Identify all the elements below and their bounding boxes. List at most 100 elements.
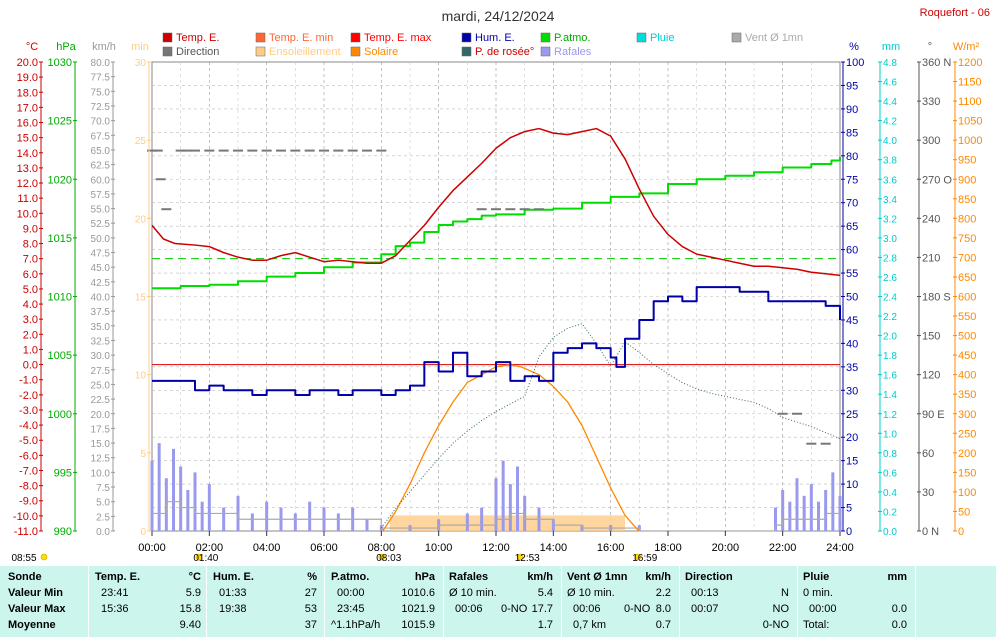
tick-label-hum: 0 — [846, 526, 852, 538]
tick-label-wind: 15.0 — [91, 439, 111, 450]
tick-label-rain: 1.8 — [883, 351, 897, 362]
tick-label-temp: 19.0 — [17, 72, 38, 84]
tick-label-hum: 70 — [846, 198, 858, 210]
tick-label-temp: -3.0 — [19, 405, 38, 417]
tick-label-solar: 150 — [958, 467, 976, 479]
tick-label-rain: 4.6 — [883, 78, 897, 89]
tick-label-hum: 40 — [846, 338, 858, 350]
stats-press: P.atmo. hPa 00:00 1010.6 23:45 1021.9 ^1.1… — [331, 566, 435, 637]
tick-label-hum: 80 — [846, 151, 858, 163]
tick-label-temp: 12.0 — [17, 178, 38, 190]
tick-label-press: 1005 — [48, 350, 72, 362]
header-temp-unit: °C — [188, 571, 201, 583]
tick-label-solar: 0 — [958, 526, 964, 538]
sun-mark-label: 12:53 — [515, 553, 540, 564]
tick-label-rain: 3.6 — [883, 175, 897, 186]
tick-label-hum: 45 — [846, 315, 858, 327]
tick-label-minutes: 0 — [140, 527, 146, 538]
time-tick-label: 16:00 — [597, 542, 625, 554]
legend-swatch — [350, 32, 361, 43]
tick-label-dir: 300 — [922, 135, 940, 147]
time-tick-label: 14:00 — [540, 542, 568, 554]
wind-max-dir: 0-NO — [624, 603, 651, 615]
time-tick-label: 10:00 — [425, 542, 453, 554]
tick-label-temp: 8.0 — [23, 239, 38, 251]
sun-mark-label: 16:59 — [632, 553, 657, 564]
temp-max-time: 15:36 — [101, 603, 129, 615]
tick-label-wind: 65.0 — [91, 146, 111, 157]
gust-max-time: 00:06 — [455, 603, 483, 615]
wind-max-time: 00:06 — [573, 603, 601, 615]
tick-label-temp: -10.0 — [13, 511, 38, 523]
stats-rain: Pluie mm 0 min. 00:00 0.0 Total: 0.0 — [803, 566, 907, 637]
tick-label-dir: 180 S — [922, 292, 951, 304]
tick-label-minutes: 20 — [135, 214, 147, 225]
wind-min-value: 2.2 — [655, 587, 671, 599]
tick-label-rain: 3.4 — [883, 195, 897, 206]
legend-swatch — [731, 32, 742, 43]
series-temp-line — [151, 127, 841, 277]
tick-label-temp: -1.0 — [19, 375, 38, 387]
tick-label-press: 1025 — [48, 116, 72, 128]
tick-label-hum: 65 — [846, 221, 858, 233]
time-tick-label: 12:00 — [482, 542, 510, 554]
axis-unit-wind: km/h — [92, 41, 116, 53]
gust-avg-value: 1.7 — [537, 619, 553, 631]
legend-label: Vent Ø 1mn — [745, 32, 803, 44]
tick-label-temp: -11.0 — [14, 526, 38, 538]
tick-label-wind: 2.5 — [96, 512, 110, 523]
row-label-avg: Moyenne — [8, 619, 56, 631]
series-ensoleillement-bar — [389, 515, 625, 531]
gust-max-value: 17.7 — [531, 603, 553, 615]
tick-label-solar: 550 — [958, 311, 976, 323]
tick-label-solar: 1050 — [958, 116, 982, 128]
press-max-time: 23:45 — [337, 603, 365, 615]
tick-label-rain: 1.0 — [883, 429, 897, 440]
header-hum: Hum. E. — [213, 571, 254, 583]
tick-label-solar: 750 — [958, 233, 976, 245]
tick-label-hum: 15 — [846, 456, 858, 468]
row-label-min: Valeur Min — [8, 587, 64, 599]
tick-label-solar: 950 — [958, 155, 976, 167]
tick-label-temp: 3.0 — [23, 314, 38, 326]
tick-label-wind: 12.5 — [91, 454, 111, 465]
gust-min-value: 5.4 — [537, 587, 553, 599]
tick-label-hum: 10 — [846, 479, 858, 491]
tick-label-rain: 4.4 — [883, 97, 897, 108]
series-layer — [147, 127, 842, 532]
hum-max-value: 53 — [304, 603, 317, 615]
tick-label-minutes: 30 — [135, 58, 147, 69]
tick-label-temp: 6.0 — [23, 269, 38, 281]
tick-label-wind: 70.0 — [91, 117, 111, 128]
sun-mark-label: 01:40 — [193, 553, 218, 564]
dir-min-value: N — [781, 587, 789, 599]
legend-label: Temp. E. max — [364, 32, 432, 44]
tick-label-temp: 5.0 — [23, 284, 38, 296]
time-tick-label: 00:00 — [138, 542, 166, 554]
tick-label-wind: 47.5 — [91, 249, 111, 260]
tick-label-dir: 210 — [922, 252, 940, 264]
tick-label-temp: 18.0 — [17, 87, 38, 99]
tick-label-dir: 60 — [922, 448, 934, 460]
wind-avg-value: 0.7 — [655, 619, 671, 631]
legend-label: Temp. E. — [176, 32, 219, 44]
tick-label-minutes: 5 — [140, 449, 146, 460]
tick-label-wind: 57.5 — [91, 190, 111, 201]
press-min-time: 00:00 — [337, 587, 365, 599]
tick-label-wind: 32.5 — [91, 336, 111, 347]
tick-label-rain: 4.2 — [883, 117, 897, 128]
header-hum-unit: % — [307, 571, 317, 583]
tick-label-wind: 72.5 — [91, 102, 111, 113]
tick-label-press: 1000 — [48, 409, 72, 421]
tick-label-rain: 4.8 — [883, 58, 897, 69]
legend-label: Rafales — [554, 46, 592, 58]
temp-min-value: 5.9 — [185, 587, 201, 599]
tick-label-wind: 80.0 — [91, 58, 111, 69]
legend-swatch — [255, 32, 266, 43]
legend-swatch — [540, 46, 551, 57]
stats-wind: Vent Ø 1mn km/h Ø 10 min. 2.2 00:06 0-NO 8.… — [567, 566, 671, 637]
tick-label-solar: 1000 — [958, 135, 982, 147]
tick-label-solar: 250 — [958, 428, 976, 440]
tick-label-temp: 4.0 — [23, 299, 38, 311]
tick-label-wind: 42.5 — [91, 278, 111, 289]
